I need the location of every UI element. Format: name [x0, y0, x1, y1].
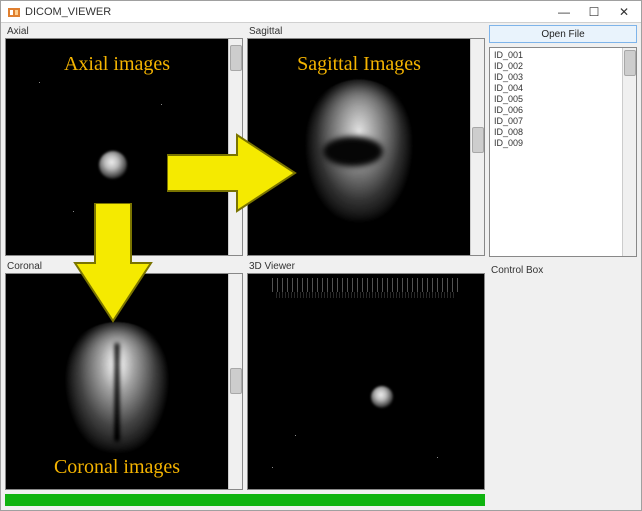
list-item[interactable]: ID_008	[494, 127, 618, 138]
scrollbar-coronal[interactable]	[228, 274, 242, 490]
right-column: Open File ID_001ID_002ID_003ID_004ID_005…	[489, 25, 637, 506]
scroll-thumb-axial[interactable]	[230, 45, 242, 71]
list-item[interactable]: ID_005	[494, 94, 618, 105]
id-listbox[interactable]: ID_001ID_002ID_003ID_004ID_005ID_006ID_0…	[489, 47, 637, 257]
list-item[interactable]: ID_001	[494, 50, 618, 61]
annotation-coronal: Coronal images	[54, 456, 180, 479]
panel-label-3dviewer: 3D Viewer	[247, 260, 485, 273]
window-title: DICOM_VIEWER	[25, 6, 549, 18]
list-item[interactable]: ID_004	[494, 83, 618, 94]
list-item[interactable]: ID_007	[494, 116, 618, 127]
maximize-button[interactable]: ☐	[579, 2, 609, 22]
app-window: DICOM_VIEWER — ☐ ✕ Axial Axial images	[0, 0, 642, 511]
list-item[interactable]: ID_002	[494, 61, 618, 72]
viewport-sagittal[interactable]: Sagittal Images	[248, 39, 470, 255]
viewport-coronal[interactable]: Coronal images	[6, 274, 228, 490]
viewport-grid: Axial Axial images Sagittal	[5, 25, 485, 490]
titlebar[interactable]: DICOM_VIEWER — ☐ ✕	[1, 1, 641, 23]
scrollbar-listbox[interactable]	[622, 48, 636, 256]
id-list-items[interactable]: ID_001ID_002ID_003ID_004ID_005ID_006ID_0…	[490, 48, 622, 256]
body: Axial Axial images Sagittal	[1, 23, 641, 510]
panel-label-sagittal: Sagittal	[247, 25, 485, 38]
viewport-3d[interactable]	[248, 274, 484, 490]
list-item[interactable]: ID_003	[494, 72, 618, 83]
app-icon	[7, 5, 21, 19]
scroll-thumb-listbox[interactable]	[624, 50, 636, 76]
scroll-thumb-sagittal[interactable]	[472, 127, 484, 153]
open-file-button[interactable]: Open File	[489, 25, 637, 43]
list-item[interactable]: ID_006	[494, 105, 618, 116]
panel-label-coronal: Coronal	[5, 260, 243, 273]
left-column: Axial Axial images Sagittal	[5, 25, 485, 506]
progress-bar	[5, 494, 485, 506]
annotation-sagittal: Sagittal Images	[297, 53, 421, 76]
scrollbar-sagittal[interactable]	[470, 39, 484, 255]
panel-coronal: Coronal Coronal images	[5, 260, 243, 491]
panel-label-axial: Axial	[5, 25, 243, 38]
panel-sagittal: Sagittal Sagittal Images	[247, 25, 485, 256]
viewport-axial[interactable]: Axial images	[6, 39, 228, 255]
annotation-axial: Axial images	[64, 53, 170, 76]
minimize-button[interactable]: —	[549, 2, 579, 22]
close-button[interactable]: ✕	[609, 2, 639, 22]
panel-axial: Axial Axial images	[5, 25, 243, 256]
scroll-thumb-coronal[interactable]	[230, 368, 242, 394]
control-box-label: Control Box	[489, 261, 637, 276]
panel-3dviewer: 3D Viewer	[247, 260, 485, 491]
list-item[interactable]: ID_009	[494, 138, 618, 149]
scrollbar-axial[interactable]	[228, 39, 242, 255]
